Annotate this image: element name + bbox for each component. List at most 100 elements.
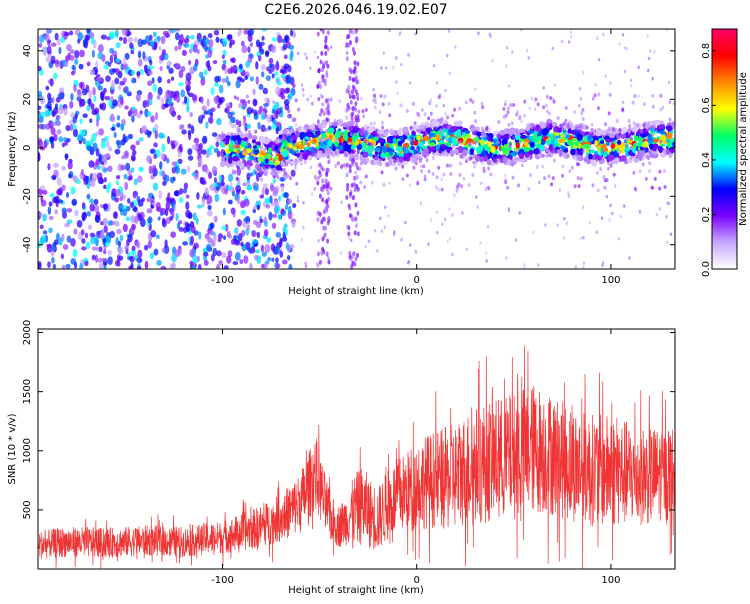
x-tick-label: -100 [211,575,234,586]
spectrogram-cell [288,44,295,50]
spectrogram-cell [667,125,672,131]
spectrogram-cell [255,141,261,146]
spectrogram-cell [345,224,349,229]
spectrogram-cell [174,165,178,172]
spectrogram-cell [548,153,552,158]
spectrogram-cell [292,146,298,151]
spectrogram-cell [92,142,98,152]
snr-y-axis-label: SNR (10 * v/v) [7,413,18,484]
spectrogram-cell [320,108,324,114]
spectrogram-cell [574,150,578,155]
spectrogram-cell [367,126,374,133]
spectrogram-cell [537,135,542,141]
spectrogram-cell [307,137,311,142]
spectrogram-cell [385,161,390,167]
spectrogram-cell [633,135,639,142]
spectrogram-cell [669,232,673,237]
spectrogram-cell [342,132,348,140]
spectrogram-cell [249,155,255,161]
spectrogram-cell [211,166,218,175]
spectrogram-cell [329,97,333,102]
y-tick-label: 0 [22,145,33,151]
spectrogram-cell [333,137,337,142]
spectrogram-cell [144,35,151,44]
spectrogram-cell [625,149,630,157]
spectrogram-cell [203,37,210,46]
spectrogram-cell [209,145,214,150]
spectrogram-cell [338,99,341,103]
spectrogram-cell [487,140,492,147]
spectrogram-cell [245,228,250,236]
spectrogram-cell [480,101,484,106]
spectrogram-cell [623,157,627,162]
spectrogram-cell [399,103,403,108]
spectrogram-cell [276,175,280,180]
spectrogram-cell [354,256,358,262]
spectrogram-cell [355,175,359,181]
spectrogram-cell [269,195,273,204]
spectrogram-cell [261,35,265,41]
spectrogram-cell [180,168,187,175]
spectrogram-cell [86,145,92,152]
spectrogram-cell [76,219,83,228]
spectrogram-cell [596,145,601,153]
spectrogram-cell [373,160,378,166]
spectrogram-cell [139,110,143,115]
spectrogram-cell [45,56,51,63]
spectrogram-cell [590,159,598,167]
spectrogram-cell [364,133,368,138]
spectrogram-cell [542,129,550,134]
spectrogram-cell [437,187,440,192]
spectrogram-cell [69,49,75,55]
spectrogram-cell [644,176,648,181]
spectrogram-cell [177,44,182,50]
spectrogram-cell [272,158,276,163]
spectrogram-cell [650,127,654,133]
x-tick-label: 100 [601,275,620,286]
spectrogram-cell [319,29,323,32]
y-tick-label: 1000 [22,438,33,463]
spectrogram-cell [582,235,585,240]
spectrogram-cell [316,55,320,60]
spectrogram-cell [490,146,496,154]
spectrogram-cell [283,63,290,69]
spectrogram-cell [305,56,308,60]
spectrogram-cell [658,207,661,211]
spectrogram-cell [659,93,663,98]
spectrogram-cell [212,182,218,188]
spectrogram-cell [170,29,177,34]
spectrogram-cell [566,139,573,146]
spectrogram-cell [351,77,355,83]
colorbar-frame [711,28,738,270]
spectrogram-cell [468,142,472,147]
spectrogram-cell [231,187,235,193]
spectrogram-cell [554,134,558,139]
spectrogram-cell [383,225,386,230]
spectrogram-cell [438,139,444,145]
spectrogram-cell [169,215,174,221]
spectrogram-cell [324,51,328,57]
spectrogram-cell [577,129,581,134]
spectrogram-cell [570,148,577,156]
spectrogram-cell [395,80,398,84]
spectrogram-cell [658,186,662,191]
spectrogram-cell [41,234,47,244]
spectrogram-cell [455,188,459,193]
spectrogram-cell [100,230,105,240]
spectrogram-cell [244,75,248,81]
spectrogram-cell [279,106,283,113]
spectrogram-cell [98,153,102,162]
spectrogram-cell [381,125,385,130]
spectrogram-cell [551,46,554,51]
spectrogram-cell [624,143,628,148]
spectrogram-cell [294,142,300,147]
spectrogram-cell [427,150,431,155]
spectrogram-cell [107,146,113,152]
spectrogram-cell [89,232,96,238]
spectrogram-cell [416,111,420,116]
spectrogram-cell [504,180,508,185]
spectrogram-cell [91,133,97,142]
spectrogram-cell [98,128,104,136]
spectrogram-cell [278,195,282,202]
spectrogram-cell [416,135,421,141]
